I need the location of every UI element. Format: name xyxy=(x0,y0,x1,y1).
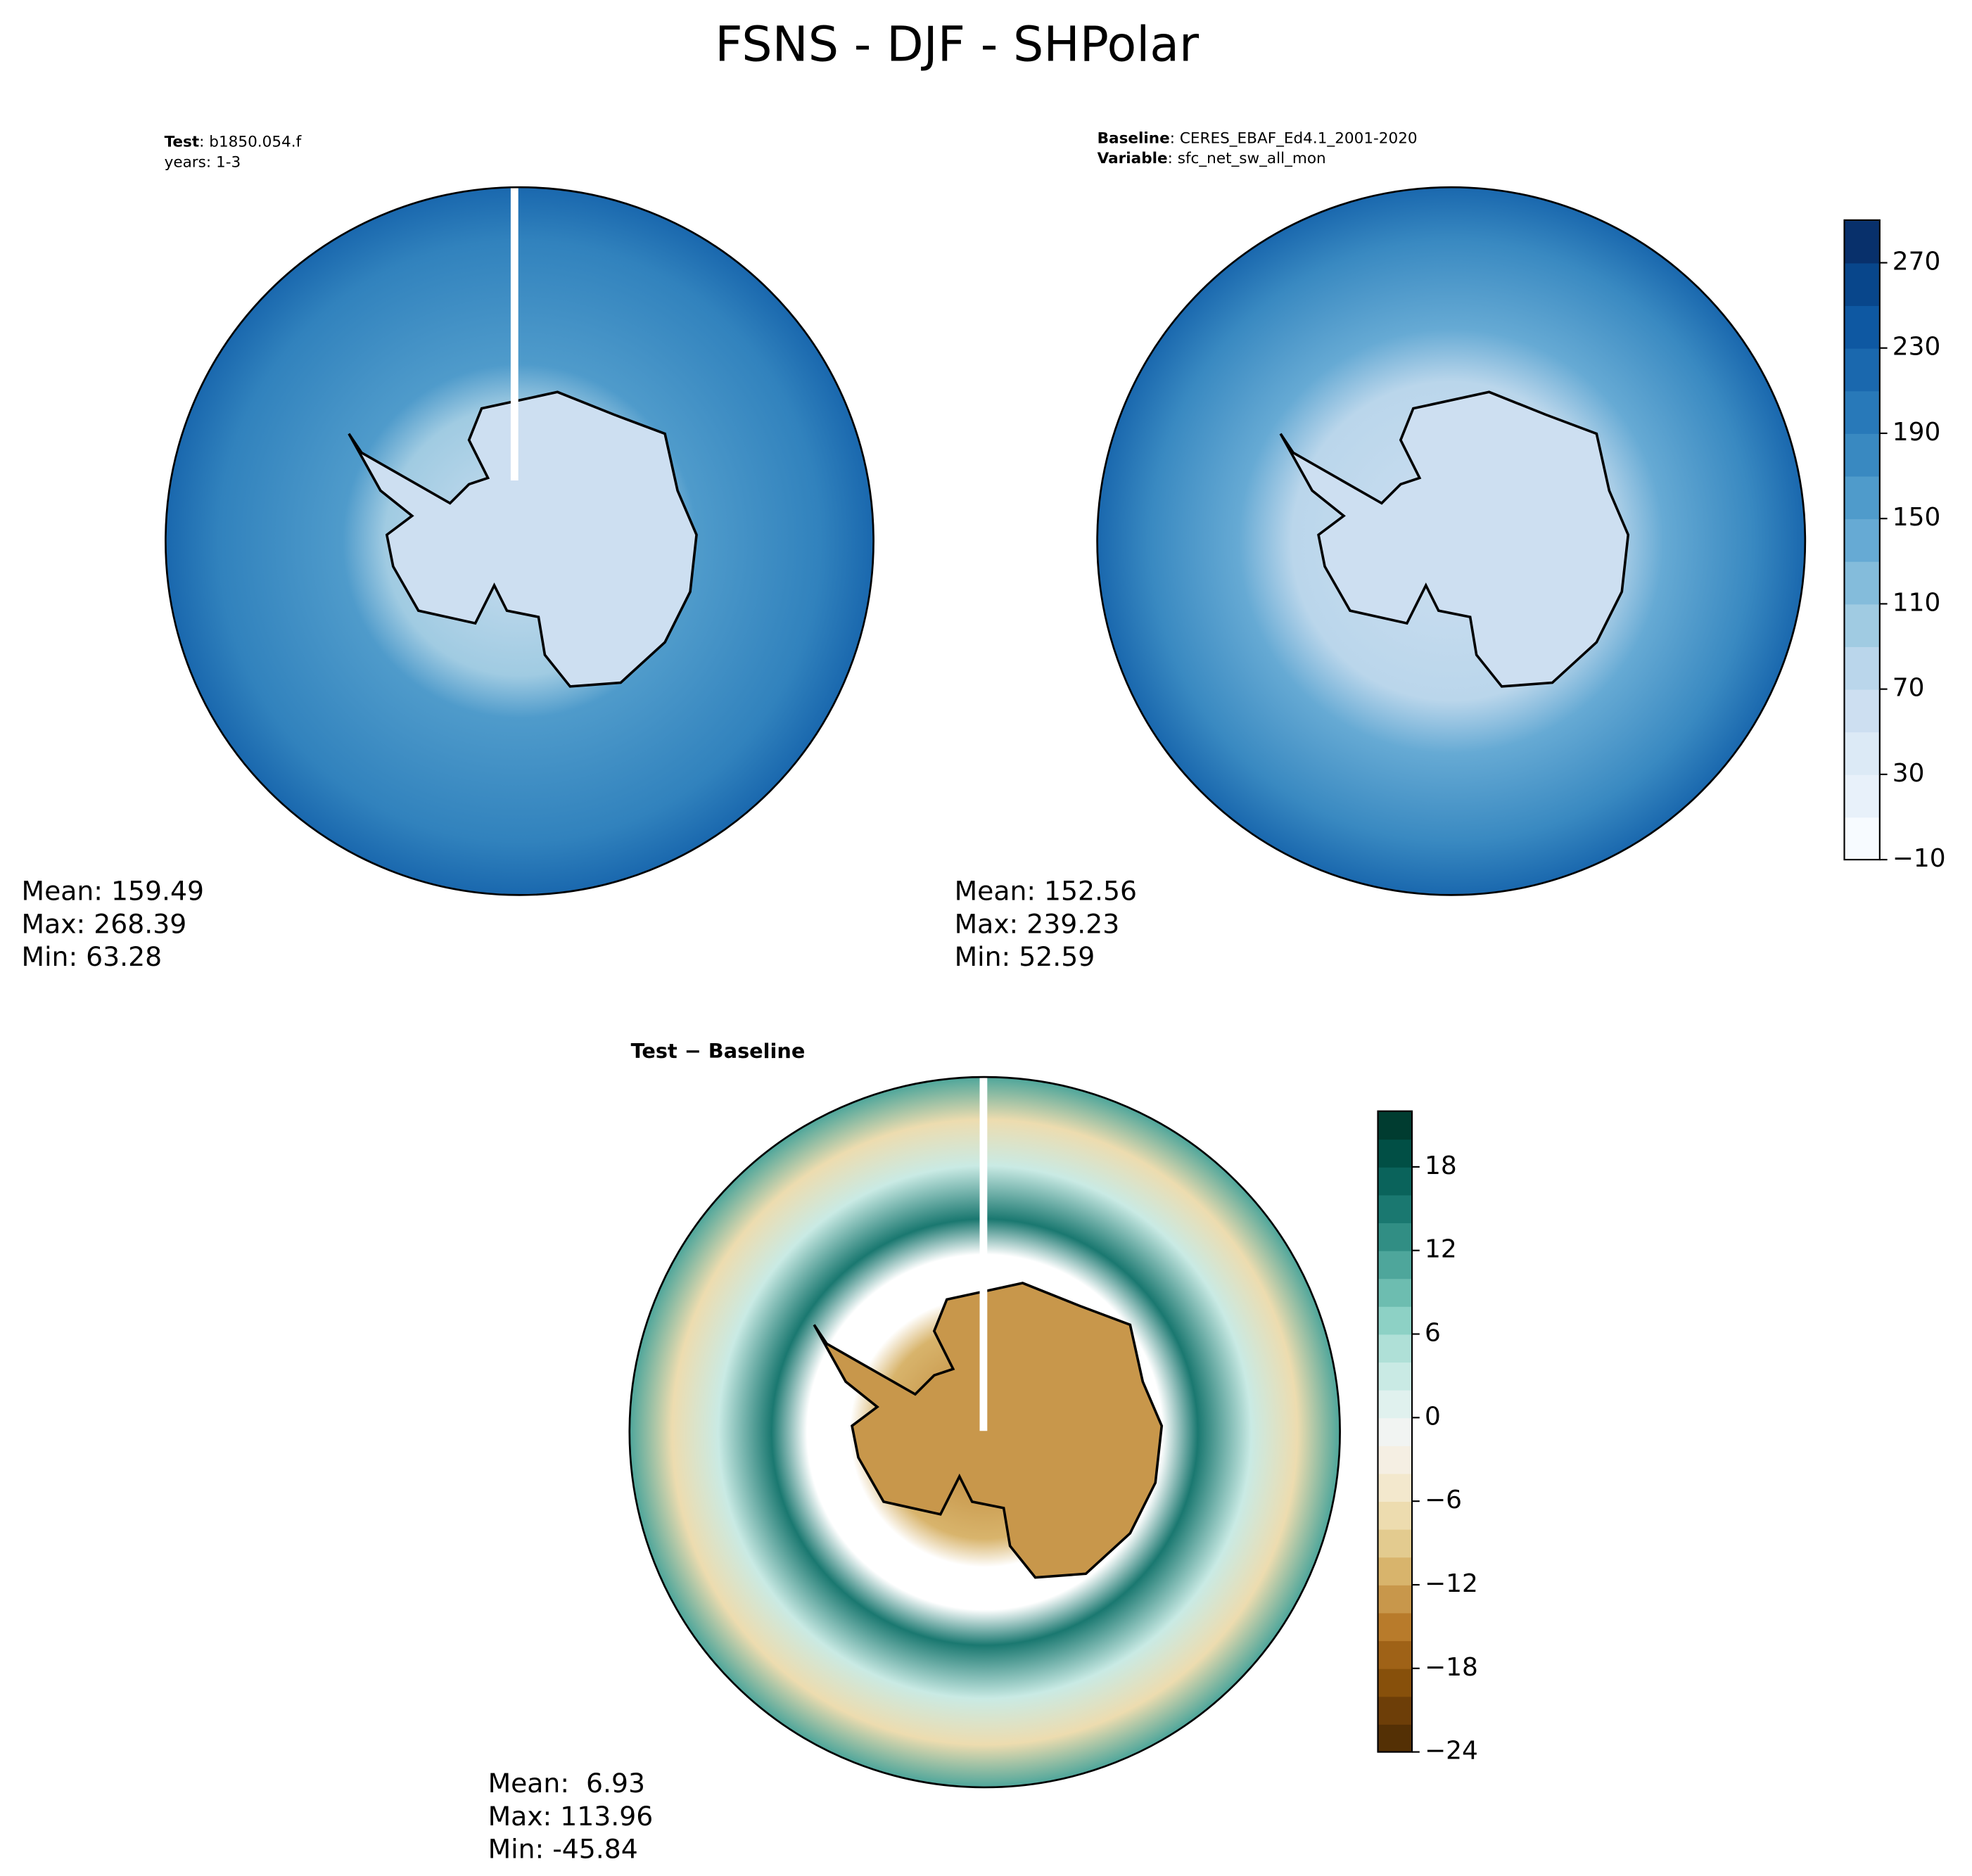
panel-header: Baseline: CERES_EBAF_Ed4.1_2001-2020 xyxy=(1098,129,1418,147)
stat: Max: 268.39 xyxy=(22,908,187,939)
colorbar-tick-label: 190 xyxy=(1893,418,1941,447)
colorbar-tick-label: 6 xyxy=(1425,1319,1441,1348)
colorbar-band xyxy=(1378,1529,1413,1558)
colorbar-band xyxy=(1844,476,1880,520)
colorbar-band xyxy=(1844,561,1880,605)
colorbar-band xyxy=(1378,1250,1413,1280)
colorbar-tick-label: −12 xyxy=(1425,1569,1478,1598)
colorbar-band xyxy=(1378,1278,1413,1307)
panel-header: Variable: sfc_net_sw_all_mon xyxy=(1098,150,1326,167)
colorbar-frame xyxy=(1377,1110,1413,1753)
colorbar-band xyxy=(1844,305,1880,349)
colorbar-band xyxy=(1378,1139,1413,1168)
colorbar-band xyxy=(1844,689,1880,733)
map-seam xyxy=(979,1077,988,1431)
header-value: : b1850.054.f xyxy=(199,134,301,151)
stat: Mean: 152.56 xyxy=(955,876,1137,907)
colorbar-band xyxy=(1844,774,1880,818)
colorbar-band xyxy=(1378,1389,1413,1419)
header-key: Baseline xyxy=(1098,129,1170,147)
colorbar-band xyxy=(1378,1417,1413,1446)
colorbar-band xyxy=(1844,604,1880,647)
colorbar-tick-label: 70 xyxy=(1893,674,1925,703)
map-seam xyxy=(510,187,519,481)
colorbar-band xyxy=(1378,1111,1413,1140)
stat: Min: 63.28 xyxy=(22,941,163,972)
colorbar-tick-label: −18 xyxy=(1425,1653,1478,1682)
colorbar-band xyxy=(1378,1445,1413,1474)
colorbar-band xyxy=(1378,1724,1413,1753)
colorbar-tick-label: 18 xyxy=(1425,1151,1457,1180)
panel-header: years: 1-3 xyxy=(165,153,241,171)
header-key: Variable xyxy=(1098,150,1168,167)
colorbar-band xyxy=(1378,1166,1413,1196)
colorbar-tick-label: 0 xyxy=(1425,1402,1441,1431)
colorbar-band xyxy=(1378,1640,1413,1669)
colorbar-tick-label: 30 xyxy=(1893,759,1925,788)
stat: Max: 113.96 xyxy=(488,1801,654,1832)
stat: Min: -45.84 xyxy=(488,1834,638,1865)
colorbar-band xyxy=(1378,1362,1413,1391)
stat: Max: 239.23 xyxy=(955,908,1120,939)
colorbar-band xyxy=(1378,1334,1413,1363)
header-value: years: 1-3 xyxy=(165,153,241,171)
header-value: : CERES_EBAF_Ed4.1_2001-2020 xyxy=(1170,129,1418,147)
colorbar-band xyxy=(1844,732,1880,775)
colorbar-frame xyxy=(1843,219,1881,861)
header-key: Test xyxy=(165,134,200,151)
colorbar-band xyxy=(1378,1612,1413,1642)
colorbar-tick-label: 230 xyxy=(1893,333,1941,362)
colorbar-tick-label: −24 xyxy=(1425,1737,1478,1766)
colorbar-tick-label: −10 xyxy=(1893,844,1946,873)
panel-title: Test − Baseline xyxy=(631,1039,806,1063)
map-frame xyxy=(1096,186,1807,896)
colorbar-band xyxy=(1378,1473,1413,1502)
stat: Mean: 159.49 xyxy=(22,876,204,907)
colorbar-tick-label: 270 xyxy=(1893,248,1941,276)
colorbar: −10 30 70 110 150 190 230 270 xyxy=(1843,219,1946,873)
colorbar-band xyxy=(1844,518,1880,562)
colorbar-band xyxy=(1844,347,1880,392)
map-frame xyxy=(165,186,874,896)
colorbar-band xyxy=(1378,1194,1413,1223)
colorbar-band xyxy=(1844,219,1880,264)
colorbar-band xyxy=(1378,1306,1413,1335)
stat: Min: 52.59 xyxy=(955,941,1095,972)
colorbar-tick-label: −6 xyxy=(1425,1486,1462,1514)
colorbar-tick-label: 150 xyxy=(1893,503,1941,532)
colorbar-tick-label: 12 xyxy=(1425,1235,1457,1264)
colorbar: −24 −18 −12 −6 0 6 12 18 xyxy=(1377,1110,1478,1766)
stat: Mean: 6.93 xyxy=(488,1768,645,1799)
map-frame xyxy=(628,1076,1341,1789)
colorbar-band xyxy=(1378,1584,1413,1614)
colorbar-band xyxy=(1844,817,1880,860)
colorbar-band xyxy=(1844,390,1880,434)
colorbar-tick-label: 110 xyxy=(1893,588,1941,617)
colorbar-band xyxy=(1844,646,1880,690)
header-value: : sfc_net_sw_all_mon xyxy=(1168,150,1326,167)
colorbar-band xyxy=(1378,1668,1413,1697)
figure-title: FSNS - DJF - SHPolar xyxy=(715,18,1200,73)
colorbar-band xyxy=(1378,1557,1413,1585)
colorbar-band xyxy=(1378,1501,1413,1530)
colorbar-band xyxy=(1844,433,1880,477)
colorbar-band xyxy=(1378,1223,1413,1251)
colorbar-band xyxy=(1844,262,1880,307)
panel-header: Test: b1850.054.f xyxy=(165,134,302,151)
colorbar-band xyxy=(1378,1696,1413,1725)
